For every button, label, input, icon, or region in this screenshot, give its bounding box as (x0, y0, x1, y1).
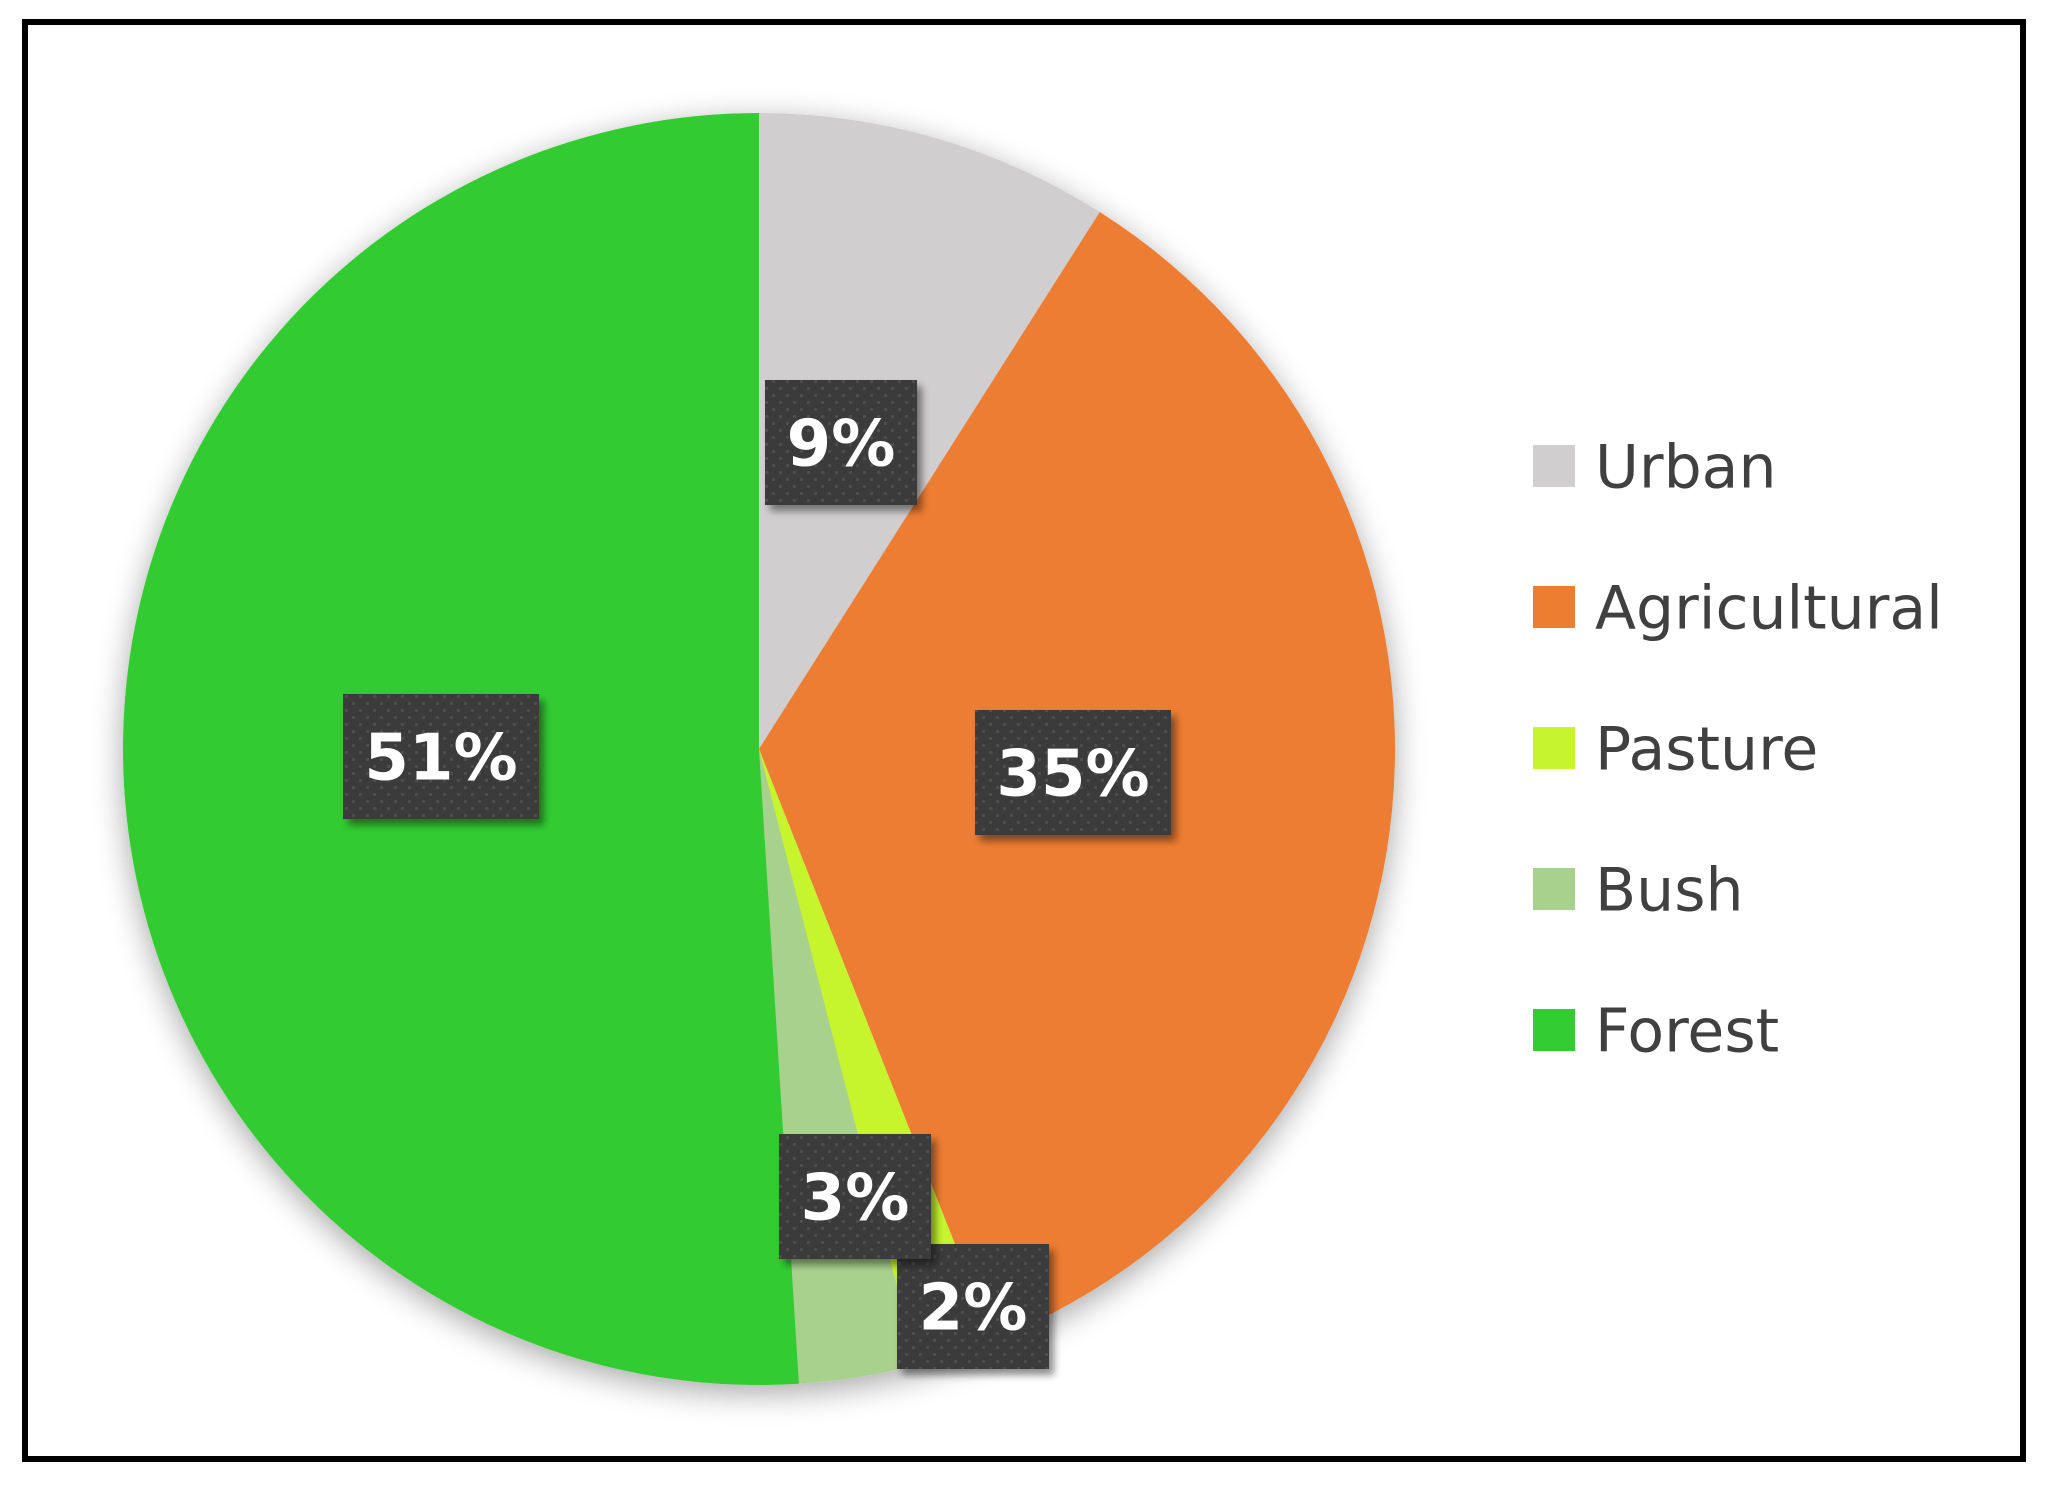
pie-slice-urban (759, 113, 1100, 749)
legend-swatch (1533, 868, 1575, 910)
pie-slices (122, 113, 1395, 1385)
data-label-box (975, 710, 1171, 835)
pie-data-labels: 9% 35% 2%3% 51% (343, 380, 1171, 1369)
data-label-text: 2% (919, 1272, 1028, 1346)
legend-swatch (1533, 445, 1575, 487)
legend-label: Agricultural (1595, 574, 1943, 644)
data-label-bush: 3% (779, 1134, 931, 1259)
data-label-box (343, 694, 539, 819)
legend-swatch (1533, 586, 1575, 628)
legend-item-forest: Forest (1533, 997, 1779, 1067)
data-label-forest: 51% (343, 694, 539, 819)
legend-swatch (1533, 1009, 1575, 1051)
pie-slice-pasture (759, 749, 994, 1366)
legend-label: Forest (1595, 997, 1779, 1067)
legend-label: Bush (1595, 856, 1743, 926)
data-label-box (779, 1134, 931, 1259)
data-label-text: 35% (996, 738, 1149, 812)
legend: Urban Agricultural Pasture Bush Forest (1533, 433, 1943, 1067)
data-label-agricultural: 35% (975, 710, 1171, 835)
legend-item-urban: Urban (1533, 433, 1776, 503)
data-label-box (897, 1244, 1049, 1369)
legend-item-agricultural: Agricultural (1533, 574, 1943, 644)
data-label-pasture: 2% (897, 1244, 1049, 1369)
data-label-box (765, 380, 917, 505)
data-label-urban: 9% (765, 380, 917, 505)
legend-item-pasture: Pasture (1533, 715, 1818, 785)
legend-label: Pasture (1595, 715, 1818, 785)
data-label-text: 3% (801, 1162, 910, 1236)
data-label-text: 9% (787, 408, 896, 482)
data-label-text: 51% (364, 722, 517, 796)
legend-swatch (1533, 727, 1575, 769)
legend-item-bush: Bush (1533, 856, 1743, 926)
legend-label: Urban (1595, 433, 1776, 503)
